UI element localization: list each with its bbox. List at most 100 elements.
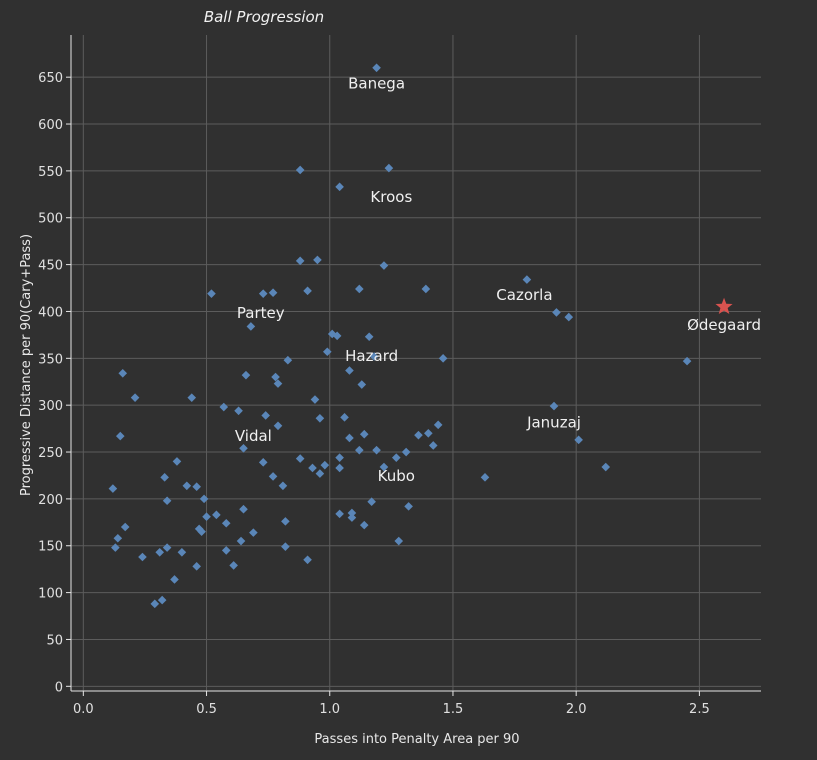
- data-point: [345, 433, 354, 443]
- y-tick-label: 200: [38, 493, 63, 508]
- data-point: [335, 453, 344, 462]
- data-points: [108, 63, 733, 609]
- data-point: [115, 431, 125, 441]
- data-point: [394, 536, 404, 546]
- data-point: [303, 286, 312, 296]
- data-point: [574, 435, 583, 445]
- data-point: [241, 370, 251, 380]
- y-tick-label: 150: [38, 540, 63, 555]
- data-point: [424, 428, 433, 438]
- data-point: [379, 261, 389, 270]
- data-point: [162, 543, 172, 552]
- data-point: [372, 445, 381, 455]
- data-point: [332, 331, 342, 341]
- x-tick-label: 2.0: [566, 702, 587, 717]
- data-point: [428, 441, 438, 450]
- data-point: [549, 401, 559, 411]
- y-axis-label: Progressive Distance per 90(Cary+Pass): [19, 234, 34, 496]
- data-point: [273, 379, 283, 388]
- axes: 0.0 0.5 1.0 1.5 2.0 2.5 0 50 100 150 200 250 300 350 4…: [38, 35, 761, 717]
- data-point: [202, 512, 211, 521]
- data-point: [170, 575, 179, 584]
- data-point: [283, 355, 293, 365]
- data-point: [369, 352, 379, 361]
- data-point: [273, 421, 283, 431]
- data-point: [345, 366, 354, 375]
- data-point: [271, 372, 280, 382]
- data-point: [391, 453, 401, 462]
- data-point: [295, 454, 305, 463]
- data-point: [404, 502, 413, 511]
- data-point: [414, 430, 423, 440]
- data-point: [379, 462, 389, 472]
- highlight-star-point: [715, 297, 733, 315]
- y-tick-label: 600: [38, 118, 63, 133]
- data-point: [187, 393, 197, 402]
- data-point: [552, 308, 561, 317]
- data-point: [118, 369, 128, 378]
- data-point: [355, 284, 364, 294]
- player-annotation: Vidal: [235, 427, 272, 445]
- player-annotation: Ødegaard: [687, 316, 761, 334]
- data-point: [303, 555, 312, 565]
- data-point: [433, 420, 443, 430]
- data-point: [212, 510, 221, 520]
- data-point: [150, 599, 160, 609]
- data-point: [239, 443, 248, 453]
- data-point: [268, 472, 278, 481]
- data-point: [682, 356, 692, 366]
- y-tick-label: 400: [38, 305, 63, 320]
- data-point: [355, 445, 364, 455]
- data-point: [192, 562, 201, 571]
- data-point: [372, 63, 381, 73]
- data-point: [172, 457, 182, 466]
- data-point: [249, 528, 258, 537]
- data-point: [157, 595, 167, 605]
- y-tick-label: 300: [38, 399, 63, 414]
- y-tick-label: 100: [38, 587, 63, 602]
- y-tick-label: 0: [55, 680, 63, 695]
- data-point: [313, 255, 322, 265]
- data-point: [108, 484, 118, 493]
- y-tick-label: 50: [46, 633, 63, 648]
- data-point: [347, 508, 357, 518]
- player-annotation: Cazorla: [496, 286, 552, 304]
- data-point: [182, 481, 192, 491]
- data-point: [219, 402, 229, 412]
- grid: [71, 35, 761, 691]
- y-tick-label: 350: [38, 352, 63, 367]
- data-point: [261, 411, 270, 420]
- data-point: [384, 163, 394, 173]
- data-point: [295, 256, 305, 266]
- data-point: [120, 522, 130, 532]
- data-point: [236, 536, 246, 546]
- chart-title: Ball Progression: [204, 8, 324, 26]
- data-point: [194, 524, 204, 534]
- data-point: [315, 469, 325, 478]
- x-tick-label: 0.5: [196, 702, 217, 717]
- x-tick-label: 2.5: [689, 702, 710, 717]
- x-tick-label: 1.0: [319, 702, 340, 717]
- data-point: [258, 289, 268, 298]
- y-tick-label: 450: [38, 259, 63, 274]
- data-point: [155, 548, 165, 557]
- annotations: Banega Kroos Partey Hazard Cazorla Ødegaard Vi…: [235, 74, 761, 485]
- data-point: [340, 413, 349, 422]
- data-point: [367, 497, 376, 506]
- data-point: [421, 284, 431, 294]
- data-point: [401, 447, 411, 457]
- player-annotation: Kubo: [378, 467, 415, 485]
- x-tick-label: 0.0: [73, 702, 94, 717]
- data-point: [281, 542, 290, 551]
- data-point: [320, 460, 330, 470]
- data-point: [207, 289, 216, 298]
- data-point: [601, 462, 611, 472]
- data-point: [308, 463, 317, 473]
- data-point: [347, 513, 357, 522]
- y-tick-label: 250: [38, 446, 63, 461]
- data-point: [229, 561, 238, 570]
- data-point: [221, 518, 231, 528]
- y-tick-label: 550: [38, 165, 63, 180]
- data-point: [177, 548, 187, 557]
